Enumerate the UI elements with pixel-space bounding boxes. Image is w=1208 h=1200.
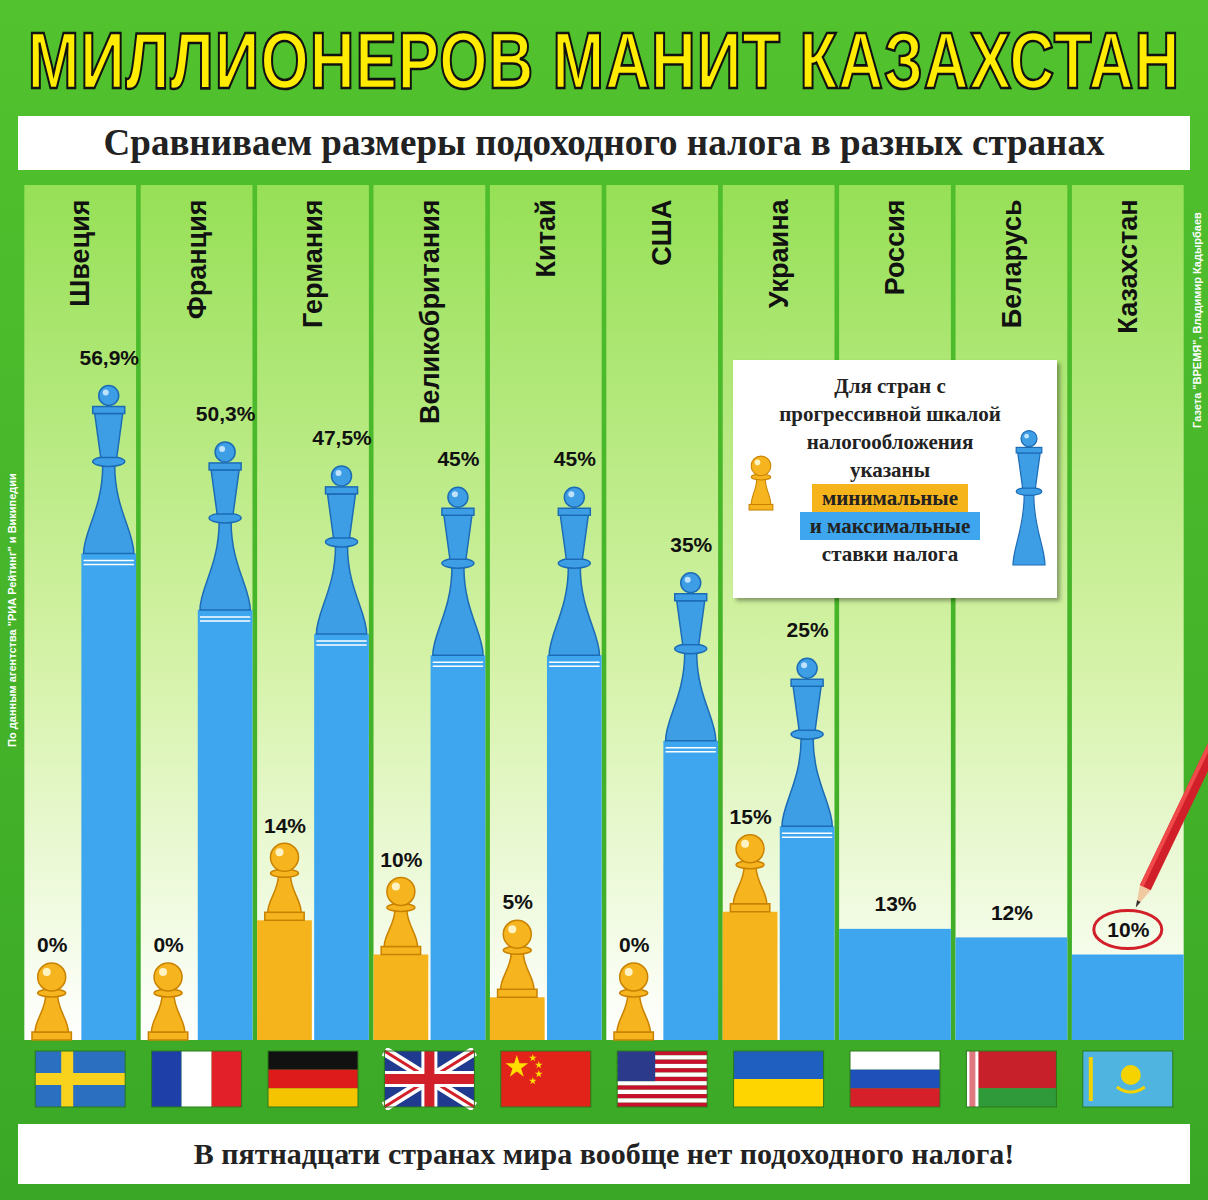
svg-text:14%: 14%	[264, 814, 306, 837]
html-text:В пятнадцати странах мира вооб: В пятнадцати странах мира вообще нет под…	[193, 1137, 1015, 1170]
html-text:По данным агентства "РИА Рейти: По данным агентства "РИА Рейтинг" и Вики…	[5, 473, 17, 747]
svg-text:Китай: Китай	[531, 200, 561, 278]
svg-text:5%: 5%	[503, 890, 534, 913]
html-text:Газета "ВРЕМЯ", Владимир Кадыр: Газета "ВРЕМЯ", Владимир Кадырбаев	[1191, 212, 1203, 428]
svg-text:12%: 12%	[991, 901, 1033, 924]
html-text:и максимальные: и максимальные	[809, 514, 971, 538]
html-text:Для стран с прогрессивной шкал: Для стран с прогрессивной шкалой налогоо…	[779, 374, 1001, 482]
svg-text:Россия: Россия	[880, 200, 910, 296]
svg-text:Украина: Украина	[764, 199, 794, 309]
svg-text:45%: 45%	[437, 447, 479, 470]
svg-text:0%: 0%	[153, 933, 184, 956]
svg-text:Беларусь: Беларусь	[997, 200, 1027, 329]
svg-text:56,9%: 56,9%	[79, 346, 139, 369]
svg-text:Швеция: Швеция	[65, 200, 95, 307]
html-text:ставки налога: ставки налога	[821, 542, 959, 566]
svg-text:15%: 15%	[730, 805, 772, 828]
svg-text:Франция: Франция	[182, 200, 212, 320]
svg-text:35%: 35%	[670, 533, 712, 556]
svg-text:10%: 10%	[1107, 918, 1149, 941]
svg-text:50,3%: 50,3%	[196, 402, 256, 425]
svg-text:45%: 45%	[554, 447, 596, 470]
svg-text:Великобритания: Великобритания	[415, 200, 445, 425]
svg-text:0%: 0%	[37, 933, 68, 956]
html-text:минимальные: минимальные	[821, 486, 959, 510]
svg-text:США: США	[647, 200, 677, 266]
svg-text:Казахстан: Казахстан	[1113, 200, 1143, 334]
html-text:МИЛЛИОНЕРОВ МАНИТ КАЗАХСТАН: МИЛЛИОНЕРОВ МАНИТ КАЗАХСТАН	[27, 15, 1181, 105]
svg-text:47,5%: 47,5%	[312, 426, 372, 449]
svg-text:0%: 0%	[619, 933, 650, 956]
html-text:Сравниваем размеры подоходного: Сравниваем размеры подоходного налога в …	[103, 122, 1105, 163]
svg-text:10%: 10%	[380, 848, 422, 871]
svg-text:Германия: Германия	[298, 200, 328, 328]
svg-text:13%: 13%	[874, 892, 916, 915]
svg-text:25%: 25%	[787, 618, 829, 641]
